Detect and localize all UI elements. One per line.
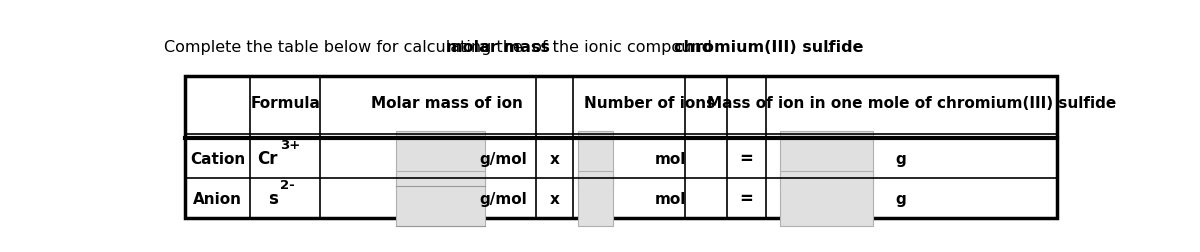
Text: Number of ions: Number of ions [584,96,715,111]
Text: s: s [268,190,278,208]
Text: Cr: Cr [257,150,278,168]
Text: .: . [821,40,830,55]
Bar [396,132,485,186]
Text: Formula: Formula [251,96,320,111]
Text: x: x [550,151,559,166]
Text: g/mol: g/mol [479,151,527,166]
Text: x: x [550,191,559,206]
Text: Molar mass of ion: Molar mass of ion [371,96,523,111]
Bar [578,132,613,186]
Bar [578,171,613,226]
Text: Mass of ion in one mole of chromium(III) sulfide: Mass of ion in one mole of chromium(III)… [707,96,1116,111]
Text: 2-: 2- [280,178,294,192]
Text: g: g [896,191,907,206]
Text: 3+: 3+ [280,139,300,152]
Text: mol: mol [655,191,686,206]
Text: Complete the table below for calculating the: Complete the table below for calculating… [164,40,528,55]
Text: Cation: Cation [191,151,246,166]
Text: =: = [739,190,754,208]
Text: mol: mol [655,151,686,166]
Text: molar mass: molar mass [446,40,550,55]
Text: of the ionic compound: of the ionic compound [527,40,716,55]
Text: =: = [739,150,754,168]
Text: g: g [896,151,907,166]
Bar [396,171,485,226]
Text: chromium(III) sulfide: chromium(III) sulfide [674,40,863,55]
Text: Anion: Anion [193,191,242,206]
Text: g/mol: g/mol [479,191,527,206]
